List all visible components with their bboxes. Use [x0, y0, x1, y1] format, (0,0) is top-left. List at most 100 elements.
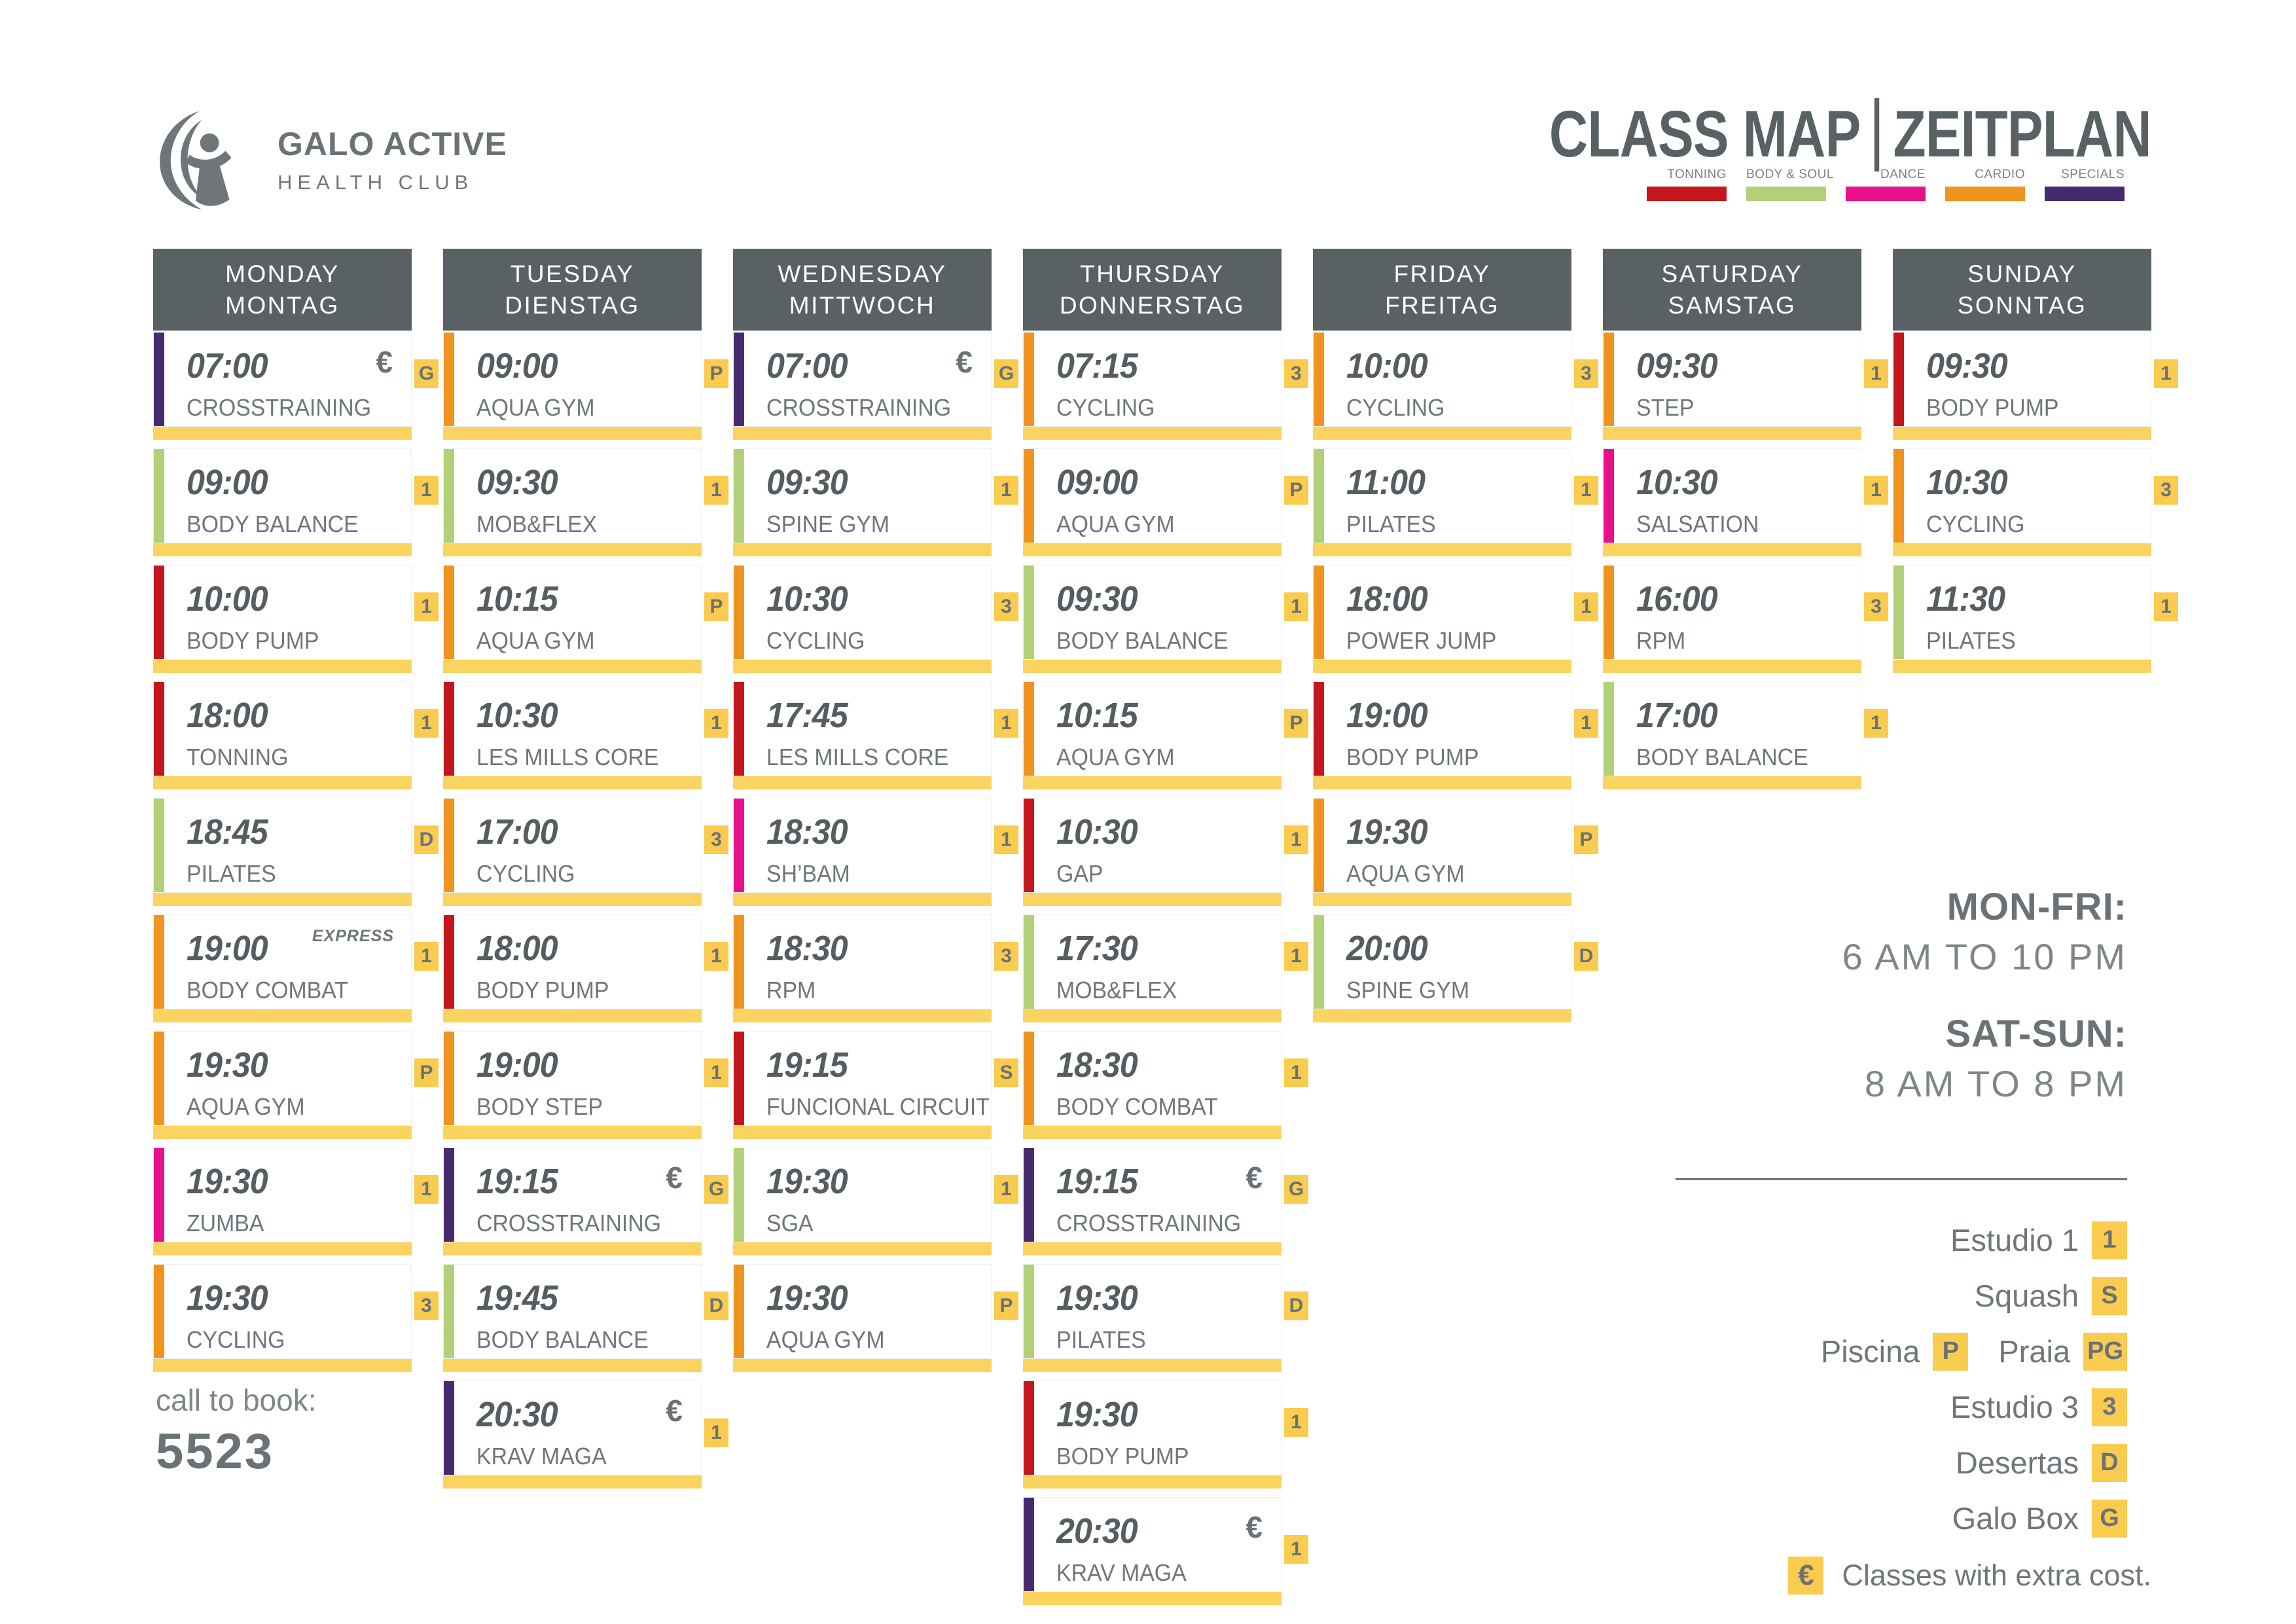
category-color-bar	[734, 449, 744, 543]
class-time: 19:00	[476, 1045, 558, 1085]
card-underline	[733, 776, 992, 789]
room-badge: 3	[704, 825, 728, 854]
room-badge: S	[994, 1058, 1018, 1087]
hours-weekday: MON-FRI: 6 AM TO 10 PM	[1842, 885, 2127, 978]
room-badge: 1	[994, 476, 1018, 505]
category-color-bar	[444, 799, 454, 892]
legend-item-estudio-3: Estudio 3 3	[1950, 1388, 2127, 1426]
legend-item-piscina: Piscina P	[1821, 1332, 1969, 1371]
category-color-bar	[1024, 333, 1034, 426]
class-card: 17:00 BODY BALANCE	[1603, 681, 1861, 776]
class-time: 19:15	[476, 1162, 558, 1201]
brand-name: GALO ACTIVE	[278, 126, 507, 162]
class-time: 10:00	[1346, 346, 1428, 386]
class-card: 20:30 KRAV MAGA €	[443, 1380, 702, 1475]
class-time: 18:30	[766, 812, 848, 852]
class-time: 19:15	[1056, 1162, 1138, 1201]
legend-label: Desertas	[1955, 1445, 2079, 1480]
category-item-specials: SPECIALS	[2045, 168, 2125, 201]
extra-cost-icon: €	[956, 345, 973, 379]
category-color-bar	[1024, 915, 1034, 1009]
class-name: PILATES	[187, 860, 276, 887]
card-underline	[1023, 776, 1282, 789]
class-card: 18:00 TONNING	[153, 681, 412, 776]
class-name: BODY STEP	[476, 1093, 603, 1120]
category-color-bar	[1314, 449, 1324, 543]
card-underline	[443, 543, 702, 556]
card-underline	[153, 1242, 412, 1255]
class-card: 19:30 CYCLING	[153, 1264, 412, 1359]
class-time: 19:30	[187, 1045, 268, 1085]
room-badge: 1	[1574, 709, 1598, 738]
card-underline	[443, 893, 702, 906]
class-card: 09:30 BODY PUMP	[1893, 332, 2151, 427]
card-underline	[153, 1009, 412, 1022]
room-badge: 1	[1284, 1408, 1308, 1437]
category-color-bar	[444, 566, 454, 659]
room-badge: 3	[2154, 476, 2178, 505]
day-name-de: SONNTAG	[1957, 291, 2087, 319]
card-underline	[733, 660, 992, 673]
day-name-en: SATURDAY	[1661, 260, 1803, 287]
class-name: GAP	[1056, 860, 1103, 887]
legend-item-squash: Squash S	[1975, 1276, 2127, 1315]
class-time: 16:00	[1636, 579, 1718, 619]
class-name: AQUA GYM	[1346, 860, 1465, 887]
category-color-bar	[444, 333, 454, 426]
class-time: 09:30	[476, 463, 558, 502]
card-underline	[443, 1359, 702, 1372]
category-color-bar	[734, 799, 744, 892]
room-badge: 1	[414, 592, 439, 621]
class-card: 19:30 AQUA GYM	[1313, 798, 1571, 893]
category-item-cardio: CARDIO	[1945, 168, 2025, 201]
class-time: 18:00	[476, 929, 558, 968]
card-underline	[153, 1359, 412, 1372]
room-badge: 1	[414, 476, 439, 505]
extra-cost-badge: €	[1788, 1557, 1824, 1595]
card-underline	[153, 660, 412, 673]
class-card: 20:30 KRAV MAGA €	[1023, 1497, 1282, 1592]
class-name: CYCLING	[1926, 511, 2025, 537]
class-name: POWER JUMP	[1346, 627, 1497, 654]
class-card: 17:45 LES MILLS CORE	[733, 681, 992, 776]
room-badge: 1	[704, 476, 728, 505]
room-badge: 1	[704, 709, 728, 738]
class-name: CYCLING	[766, 627, 865, 654]
class-time: 19:15	[766, 1045, 848, 1085]
card-underline	[1313, 660, 1571, 673]
card-underline	[1313, 893, 1571, 906]
room-badge: P	[1284, 476, 1308, 505]
class-time: 17:00	[476, 812, 558, 852]
room-badge: 1	[1284, 1058, 1308, 1087]
class-card: 19:15 CROSSTRAINING €	[443, 1147, 702, 1242]
class-time: 18:00	[187, 696, 268, 735]
class-time: 09:00	[1056, 463, 1138, 502]
class-card: 18:30 BODY COMBAT	[1023, 1031, 1282, 1126]
card-underline	[443, 1475, 702, 1489]
category-color-bar	[154, 915, 164, 1009]
class-name: LES MILLS CORE	[476, 744, 659, 770]
category-item-dance: DANCE	[1846, 168, 1926, 201]
class-name: PILATES	[1346, 511, 1436, 537]
class-card: 11:00 PILATES	[1313, 448, 1571, 543]
card-underline	[443, 776, 702, 789]
card-underline	[1313, 776, 1571, 789]
class-time: 07:00	[766, 346, 848, 386]
brand-logo-icon	[160, 111, 232, 209]
class-time: 19:30	[766, 1278, 848, 1318]
category-label: DANCE	[1880, 168, 1926, 181]
class-name: SGA	[766, 1210, 814, 1236]
category-label: TONNING	[1667, 168, 1727, 181]
card-underline	[1313, 1009, 1571, 1022]
legend-divider	[1676, 1178, 2127, 1180]
card-underline	[1023, 543, 1282, 556]
room-badge: 1	[414, 1175, 439, 1204]
booking-phone: 5523	[156, 1424, 275, 1479]
class-time: 19:30	[1346, 812, 1428, 852]
class-time: 07:00	[187, 346, 268, 386]
class-name: CROSSTRAINING	[476, 1210, 662, 1236]
card-underline	[733, 1126, 992, 1139]
class-card: 18:30 RPM	[733, 914, 992, 1009]
room-badge: 1	[1864, 709, 1888, 738]
class-card: 10:00 BODY PUMP	[153, 565, 412, 660]
